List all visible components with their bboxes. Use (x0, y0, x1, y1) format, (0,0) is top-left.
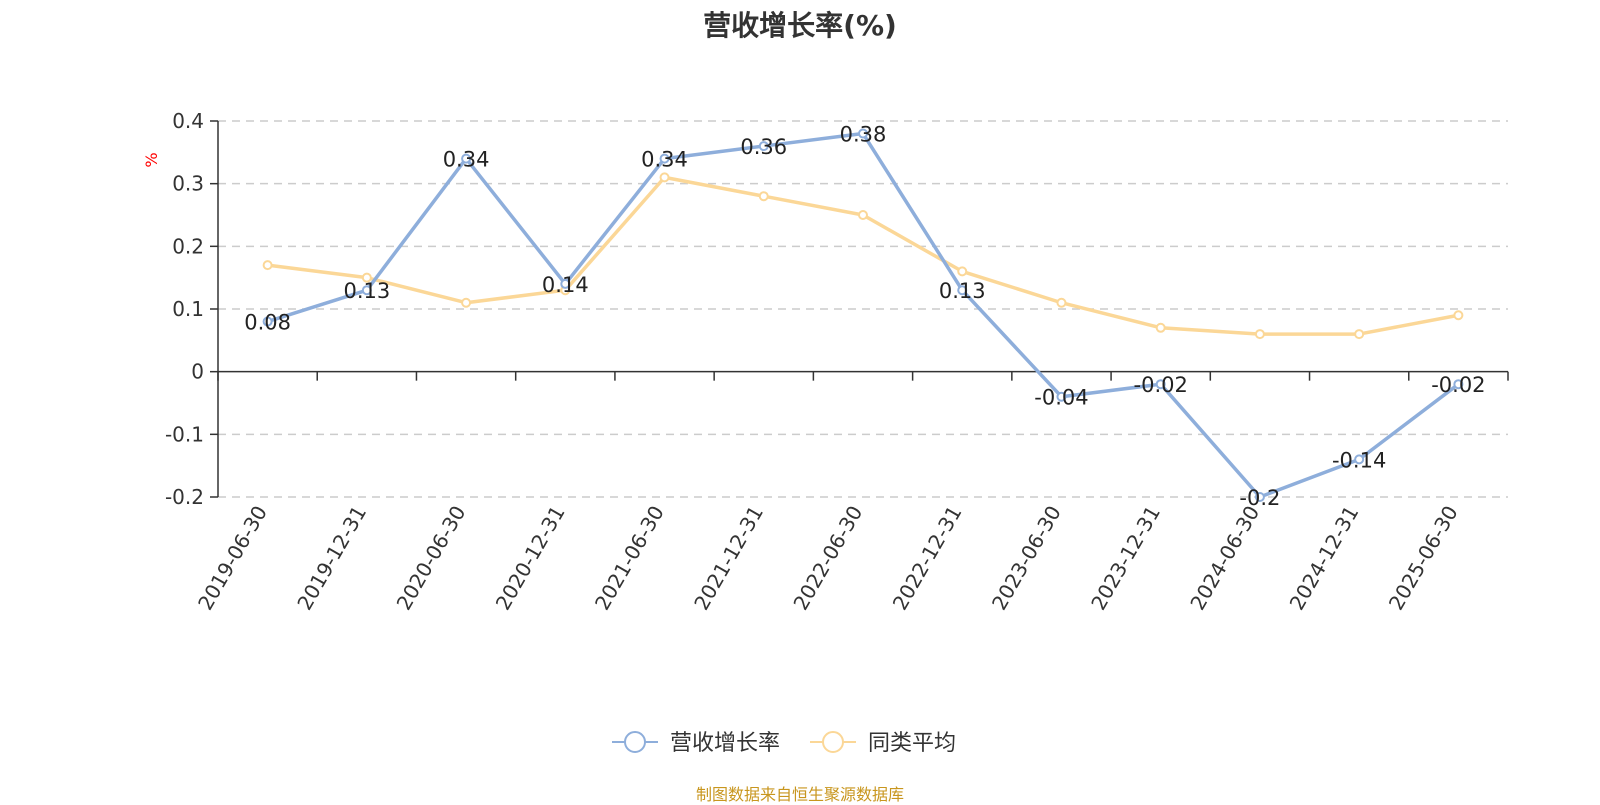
data-point[interactable] (461, 153, 472, 164)
legend-marker (822, 731, 844, 753)
x-tick-label: 2022-12-31 (888, 501, 967, 614)
legend-item[interactable]: 营收增长率 (612, 731, 780, 756)
data-point[interactable] (758, 141, 769, 152)
y-tick-label: 0.2 (172, 234, 204, 258)
data-point[interactable] (361, 285, 372, 296)
data-label: -0.04 (1034, 386, 1088, 410)
data-point[interactable] (858, 128, 868, 139)
x-tick-label: 2021-06-30 (590, 502, 669, 615)
data-point[interactable] (1155, 379, 1166, 390)
data-point[interactable] (361, 272, 372, 283)
data-label: 0.14 (542, 273, 589, 297)
data-point[interactable] (957, 285, 968, 296)
data-label: 0.34 (443, 148, 490, 172)
data-point[interactable] (858, 210, 868, 220)
data-labels: 0.08 0.13 0.34 0.14 0.34 0.36 0.38 0.13 -0.04 -0.… (244, 123, 1485, 510)
x-tick-label: 2020-06-30 (392, 501, 471, 614)
data-label: -0.2 (1239, 486, 1280, 510)
x-tick-label: 2025-06-30 (1384, 502, 1463, 615)
x-tick-label: 2024-06-30 (1185, 502, 1264, 615)
legend-item[interactable]: 同类平均 (810, 731, 956, 756)
data-point[interactable] (262, 316, 273, 327)
data-point[interactable] (461, 297, 472, 308)
data-label: -0.14 (1332, 448, 1386, 472)
x-tick-label: 2019-12-31 (292, 502, 371, 615)
y-tick-label: -0.1 (165, 422, 204, 446)
data-label: 0.08 (244, 311, 291, 335)
x-tick-label: 2020-12-31 (491, 502, 570, 615)
x-tick-label: 2023-06-30 (987, 502, 1066, 615)
chart-title: 营收增长率(%) (703, 9, 897, 42)
data-point[interactable] (1254, 492, 1265, 502)
data-point[interactable] (1056, 297, 1067, 308)
data-point[interactable] (1155, 322, 1166, 333)
legend[interactable]: 营收增长率 同类平均 (612, 731, 956, 756)
data-point[interactable] (957, 266, 968, 277)
data-point[interactable] (1254, 329, 1265, 340)
y-tick-label: 0.4 (172, 109, 204, 133)
data-point[interactable] (758, 191, 769, 202)
data-point[interactable] (659, 153, 670, 164)
x-tick-label: 2024-12-31 (1285, 502, 1364, 615)
y-tick-label: -0.2 (165, 485, 204, 509)
y-tick-label: 0.3 (172, 172, 204, 196)
data-label: 0.13 (343, 279, 390, 303)
source-note: 制图数据来自恒生聚源数据库 (695, 785, 904, 804)
legend-marker (624, 731, 646, 753)
legend-label: 同类平均 (868, 731, 956, 756)
grid-lines (218, 120, 1508, 498)
data-point[interactable] (1354, 454, 1365, 465)
y-tick-label: 0 (191, 360, 204, 384)
series-line (265, 175, 1461, 336)
data-label: 0.13 (939, 279, 986, 303)
data-point[interactable] (1453, 379, 1464, 390)
x-tick-label: 2022-06-30 (788, 502, 867, 615)
y-unit-label: % (142, 152, 161, 167)
data-label: 0.36 (740, 135, 787, 159)
data-point[interactable] (560, 278, 571, 289)
series-lines (262, 128, 1464, 502)
y-tick-label: 0.1 (172, 297, 204, 321)
data-label: 0.38 (840, 123, 887, 147)
series-line (265, 131, 1461, 499)
data-point[interactable] (1354, 329, 1365, 340)
x-tick-label: 2021-12-31 (689, 502, 768, 615)
data-point[interactable] (262, 260, 273, 271)
data-label: -0.02 (1134, 373, 1188, 397)
data-label: -0.02 (1431, 373, 1485, 397)
data-label: 0.34 (641, 148, 688, 172)
data-point[interactable] (1453, 310, 1464, 321)
x-tick-label: 2019-06-30 (193, 502, 272, 615)
x-tick-label: 2023-12-31 (1086, 502, 1165, 615)
legend-label: 营收增长率 (670, 731, 780, 756)
data-point[interactable] (659, 172, 670, 183)
data-point[interactable] (1056, 391, 1067, 402)
